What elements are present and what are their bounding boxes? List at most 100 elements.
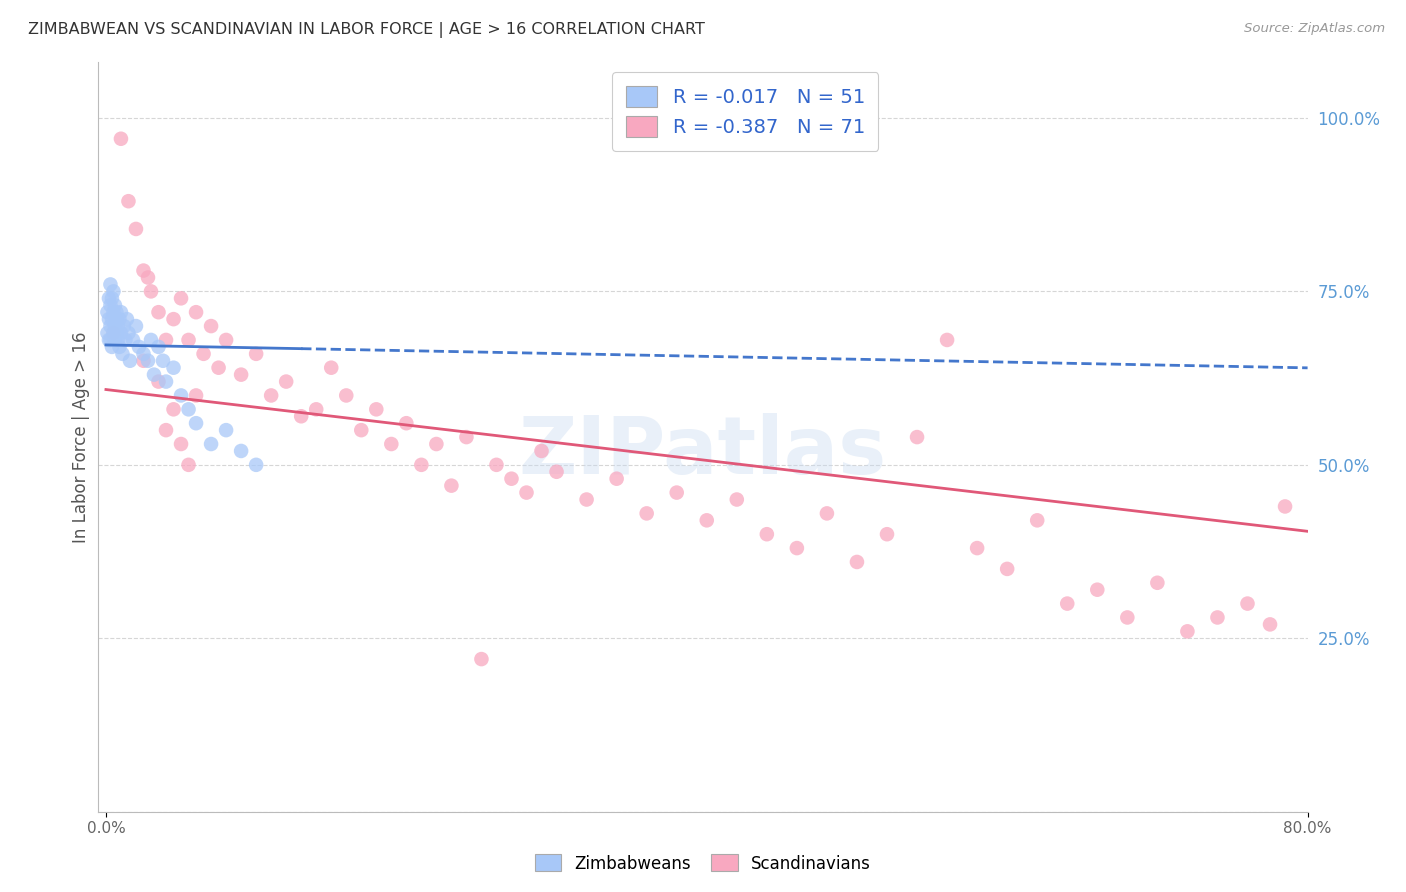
Point	[1258, 617, 1281, 632]
Point	[152, 353, 174, 368]
Point	[132, 263, 155, 277]
Point	[665, 485, 688, 500]
Point	[143, 368, 166, 382]
Point	[97, 333, 120, 347]
Point	[321, 360, 343, 375]
Point	[101, 291, 124, 305]
Point	[148, 375, 170, 389]
Point	[725, 492, 748, 507]
Point	[229, 444, 252, 458]
Point	[96, 326, 118, 340]
Point	[366, 402, 388, 417]
Point	[245, 458, 267, 472]
Point	[215, 423, 238, 437]
Point	[177, 458, 200, 472]
Point	[162, 402, 184, 417]
Legend: Zimbabweans, Scandinavians: Zimbabweans, Scandinavians	[529, 847, 877, 880]
Point	[215, 333, 238, 347]
Point	[148, 305, 170, 319]
Point	[100, 277, 122, 292]
Point	[193, 347, 215, 361]
Point	[170, 291, 193, 305]
Point	[139, 285, 162, 299]
Point	[100, 298, 122, 312]
Point	[107, 333, 129, 347]
Point	[229, 368, 252, 382]
Point	[905, 430, 928, 444]
Point	[260, 388, 283, 402]
Point	[575, 492, 598, 507]
Point	[177, 333, 200, 347]
Point	[118, 353, 141, 368]
Point	[104, 298, 127, 312]
Text: ZIPatlas: ZIPatlas	[519, 413, 887, 491]
Point	[136, 270, 159, 285]
Point	[200, 319, 222, 334]
Point	[97, 291, 120, 305]
Point	[132, 353, 155, 368]
Point	[112, 319, 135, 334]
Point	[111, 347, 134, 361]
Point	[636, 507, 658, 521]
Point	[515, 485, 537, 500]
Point	[125, 319, 148, 334]
Point	[155, 333, 177, 347]
Point	[162, 360, 184, 375]
Point	[485, 458, 508, 472]
Point	[128, 340, 150, 354]
Point	[184, 388, 207, 402]
Point	[1236, 597, 1258, 611]
Point	[1274, 500, 1296, 514]
Point	[103, 305, 125, 319]
Point	[101, 312, 124, 326]
Point	[936, 333, 959, 347]
Point	[101, 340, 124, 354]
Point	[1206, 610, 1229, 624]
Point	[876, 527, 898, 541]
Point	[207, 360, 229, 375]
Point	[200, 437, 222, 451]
Point	[786, 541, 808, 555]
Point	[411, 458, 433, 472]
Point	[104, 333, 127, 347]
Point	[177, 402, 200, 417]
Point	[108, 312, 131, 326]
Point	[103, 326, 125, 340]
Point	[96, 305, 118, 319]
Point	[440, 478, 463, 492]
Y-axis label: In Labor Force | Age > 16: In Labor Force | Age > 16	[72, 331, 90, 543]
Point	[105, 312, 128, 326]
Point	[245, 347, 267, 361]
Point	[380, 437, 402, 451]
Point	[148, 340, 170, 354]
Point	[170, 437, 193, 451]
Point	[114, 333, 136, 347]
Point	[103, 285, 125, 299]
Point	[105, 305, 128, 319]
Point	[755, 527, 778, 541]
Point	[136, 353, 159, 368]
Point	[846, 555, 869, 569]
Point	[335, 388, 357, 402]
Point	[350, 423, 373, 437]
Point	[110, 305, 132, 319]
Point	[815, 507, 838, 521]
Point	[104, 319, 127, 334]
Point	[395, 416, 418, 430]
Point	[103, 326, 125, 340]
Point	[97, 312, 120, 326]
Point	[110, 326, 132, 340]
Point	[139, 333, 162, 347]
Point	[1056, 597, 1078, 611]
Point	[108, 340, 131, 354]
Point	[470, 652, 492, 666]
Point	[117, 194, 139, 209]
Point	[100, 319, 122, 334]
Point	[995, 562, 1018, 576]
Point	[1085, 582, 1108, 597]
Point	[125, 222, 148, 236]
Point	[110, 132, 132, 146]
Point	[606, 472, 628, 486]
Point	[107, 319, 129, 334]
Point	[100, 333, 122, 347]
